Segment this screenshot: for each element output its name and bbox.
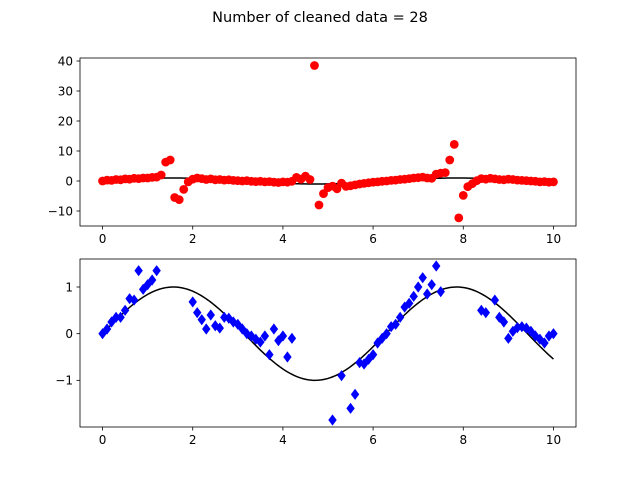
bottom-data-point bbox=[202, 323, 211, 335]
top-data-point bbox=[445, 155, 455, 165]
bottom-data-point bbox=[193, 307, 202, 319]
bottom-data-point bbox=[242, 328, 252, 340]
bottom-sin-curve bbox=[102, 286, 554, 382]
bottom-data-point bbox=[111, 311, 121, 323]
bottom-data-point bbox=[125, 293, 134, 305]
bottom-scatter-plot: 0 2 4 6 8 10 −1 0 1 bbox=[55, 258, 577, 447]
bottom-x-tick-label: 2 bbox=[189, 433, 197, 447]
bottom-data-point bbox=[147, 274, 157, 286]
bottom-data-point bbox=[395, 311, 405, 323]
top-data-point bbox=[179, 185, 189, 194]
top-x-tick-label: 8 bbox=[459, 232, 467, 246]
top-data-point bbox=[314, 200, 324, 210]
bottom-data-point bbox=[535, 333, 545, 345]
bottom-data-point bbox=[364, 353, 373, 365]
bottom-data-point bbox=[120, 304, 130, 316]
bottom-data-point bbox=[531, 330, 540, 342]
bottom-data-point bbox=[328, 414, 337, 426]
bottom-data-point bbox=[134, 265, 143, 277]
bottom-x-tick-label: 0 bbox=[99, 433, 107, 447]
bottom-x-tick-label: 8 bbox=[459, 433, 467, 447]
bottom-data-point bbox=[260, 330, 270, 342]
bottom-x-tick-label: 4 bbox=[279, 433, 287, 447]
top-data-point bbox=[549, 177, 558, 187]
top-y-tick-label: 0 bbox=[65, 174, 73, 188]
bottom-data-point bbox=[427, 279, 436, 291]
bottom-data-point bbox=[215, 322, 224, 334]
bottom-data-point bbox=[287, 332, 297, 344]
bottom-data-point bbox=[283, 351, 292, 363]
top-data-point bbox=[174, 195, 184, 205]
top-data-point bbox=[440, 168, 450, 178]
top-scatter-plot: 0 2 4 6 8 10 −10 0 10 20 30 40 bbox=[48, 54, 577, 246]
top-data-point bbox=[310, 61, 319, 70]
bottom-data-point bbox=[129, 294, 139, 306]
top-y-tick-label: −10 bbox=[48, 204, 73, 218]
bottom-y-tick-label: 1 bbox=[65, 280, 73, 294]
bottom-data-point bbox=[432, 260, 441, 272]
top-axes-frame bbox=[79, 57, 577, 227]
bottom-data-point bbox=[409, 290, 418, 302]
top-data-point bbox=[449, 140, 459, 149]
top-y-tick-label: 40 bbox=[58, 54, 73, 68]
top-x-tick-label: 0 bbox=[99, 232, 107, 246]
bottom-data-point bbox=[549, 328, 558, 340]
bottom-data-point bbox=[346, 402, 355, 414]
top-x-tick-label: 10 bbox=[546, 232, 561, 246]
bottom-data-point bbox=[350, 388, 360, 400]
bottom-data-point bbox=[436, 286, 445, 298]
bottom-data-point bbox=[256, 336, 265, 348]
bottom-data-point bbox=[481, 307, 491, 319]
top-data-point bbox=[305, 175, 315, 184]
bottom-x-tick-label: 6 bbox=[369, 433, 377, 447]
bottom-data-point bbox=[382, 328, 391, 340]
bottom-data-point bbox=[116, 311, 125, 323]
top-y-tick-label: 30 bbox=[58, 84, 73, 98]
bottom-data-point bbox=[504, 332, 513, 344]
top-data-point bbox=[458, 191, 468, 200]
bottom-data-point bbox=[423, 288, 432, 300]
bottom-axes-frame bbox=[79, 258, 577, 428]
top-y-tick-label: 20 bbox=[58, 114, 73, 128]
top-x-tick-label: 4 bbox=[279, 232, 287, 246]
bottom-data-point bbox=[413, 281, 423, 293]
bottom-data-point bbox=[508, 325, 518, 337]
bottom-data-point bbox=[544, 330, 554, 342]
bottom-data-point bbox=[102, 323, 112, 335]
bottom-data-point bbox=[540, 337, 549, 349]
top-x-tick-label: 2 bbox=[189, 232, 197, 246]
bottom-data-point bbox=[138, 283, 148, 295]
top-data-point bbox=[454, 213, 464, 223]
bottom-y-tick-label: 0 bbox=[65, 327, 73, 341]
bottom-y-tick-label: −1 bbox=[55, 374, 73, 388]
top-x-tick-label: 6 bbox=[369, 232, 377, 246]
bottom-data-point bbox=[404, 297, 414, 309]
bottom-data-point bbox=[355, 357, 364, 369]
bottom-data-point bbox=[269, 323, 279, 335]
bottom-data-point bbox=[368, 349, 378, 361]
bottom-data-point bbox=[206, 309, 215, 321]
bottom-data-point bbox=[265, 349, 274, 361]
bottom-data-point bbox=[152, 265, 161, 277]
top-data-point bbox=[156, 170, 166, 180]
bottom-data-point bbox=[197, 314, 206, 326]
bottom-data-point bbox=[499, 316, 509, 328]
bottom-data-point bbox=[278, 330, 288, 342]
figure-suptitle: Number of cleaned data = 28 bbox=[212, 10, 428, 26]
top-data-point bbox=[165, 155, 175, 165]
bottom-x-tick-label: 10 bbox=[546, 433, 561, 447]
bottom-data-point bbox=[391, 318, 400, 330]
bottom-data-point bbox=[490, 294, 500, 306]
bottom-data-point bbox=[337, 370, 346, 382]
bottom-data-point bbox=[418, 272, 427, 284]
top-data-point bbox=[319, 189, 328, 199]
bottom-data-point bbox=[400, 301, 409, 313]
top-y-tick-label: 10 bbox=[58, 144, 73, 158]
bottom-data-point bbox=[188, 296, 197, 308]
bottom-data-point bbox=[517, 321, 527, 333]
